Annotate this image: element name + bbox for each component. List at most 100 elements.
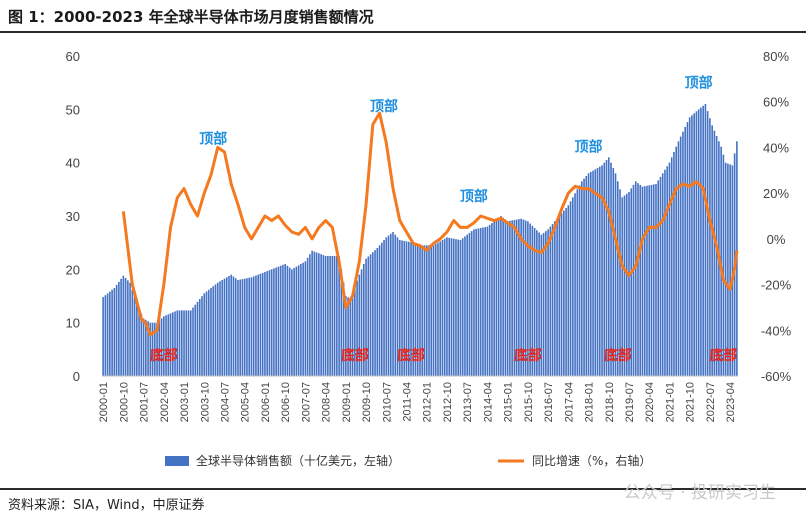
bar bbox=[336, 256, 338, 376]
bar bbox=[448, 237, 451, 376]
annotation-top: 顶部 bbox=[460, 188, 488, 205]
bar bbox=[623, 195, 626, 376]
bar bbox=[686, 122, 689, 376]
bar bbox=[120, 278, 122, 376]
bar bbox=[545, 231, 547, 376]
bar bbox=[616, 181, 619, 376]
bar bbox=[585, 176, 588, 376]
x-tick-label: 2000-01 bbox=[98, 382, 110, 422]
bar bbox=[156, 322, 158, 376]
bar bbox=[695, 111, 698, 376]
bar bbox=[230, 274, 233, 376]
bar bbox=[513, 220, 516, 376]
bar bbox=[661, 173, 664, 376]
bar bbox=[122, 275, 125, 376]
bar bbox=[398, 240, 401, 376]
bar bbox=[363, 264, 365, 376]
bar bbox=[587, 173, 590, 376]
bar bbox=[704, 104, 707, 376]
bar bbox=[715, 136, 718, 376]
y-right-tick-label: -60% bbox=[761, 369, 792, 384]
bar bbox=[446, 237, 448, 376]
bar bbox=[515, 219, 518, 376]
annotation-bottom: 底部 bbox=[604, 347, 632, 364]
bar bbox=[423, 245, 426, 376]
bar bbox=[178, 310, 181, 376]
x-tick-label: 2008-04 bbox=[321, 382, 333, 422]
y-right-tick-label: -40% bbox=[761, 323, 792, 338]
bar bbox=[380, 242, 383, 376]
bar bbox=[506, 221, 509, 376]
bar bbox=[295, 266, 298, 376]
bar bbox=[569, 201, 572, 376]
bar bbox=[421, 245, 424, 376]
bar bbox=[563, 210, 565, 376]
bar bbox=[414, 243, 417, 376]
bar bbox=[439, 241, 442, 376]
bar bbox=[291, 269, 293, 376]
bar bbox=[345, 296, 347, 376]
bar bbox=[605, 160, 608, 376]
bar bbox=[349, 298, 352, 376]
bar bbox=[147, 321, 149, 376]
bar bbox=[536, 230, 538, 376]
bar bbox=[727, 163, 729, 376]
bar bbox=[387, 235, 390, 376]
bar bbox=[268, 270, 271, 376]
y-left-tick-label: 50 bbox=[66, 102, 80, 117]
plot-area: 0 10 20 30 40 50 60 -60% -40% -20% 0% 20% 40% 60% 80% 2… bbox=[66, 49, 792, 422]
annotation-top: 顶部 bbox=[370, 98, 398, 115]
bar bbox=[266, 271, 268, 376]
bar bbox=[522, 219, 525, 376]
bar bbox=[275, 267, 277, 376]
bar bbox=[376, 248, 379, 376]
bar bbox=[731, 165, 734, 376]
bar bbox=[632, 184, 635, 376]
bar bbox=[488, 224, 491, 376]
bar bbox=[315, 252, 318, 376]
bar bbox=[425, 245, 428, 376]
bar bbox=[547, 229, 549, 376]
bar bbox=[214, 284, 217, 376]
bar bbox=[596, 168, 599, 376]
bar bbox=[551, 224, 554, 376]
bar bbox=[729, 164, 731, 376]
bar bbox=[657, 180, 660, 376]
bar bbox=[538, 232, 540, 376]
bar bbox=[607, 157, 610, 376]
bar bbox=[475, 228, 477, 376]
y-left-tick-label: 30 bbox=[66, 209, 80, 224]
bar bbox=[160, 318, 163, 376]
bar bbox=[412, 242, 415, 376]
bar bbox=[162, 316, 165, 376]
bar bbox=[189, 310, 192, 376]
bar bbox=[171, 312, 174, 376]
bar-series bbox=[102, 104, 738, 377]
bar bbox=[257, 274, 259, 376]
x-tick-label: 2006-01 bbox=[260, 382, 272, 422]
bar bbox=[322, 255, 325, 376]
bar bbox=[282, 264, 284, 376]
bar bbox=[338, 256, 340, 376]
bar bbox=[473, 229, 475, 376]
annotation-bottom: 底部 bbox=[514, 347, 542, 364]
bar bbox=[511, 220, 513, 376]
bar bbox=[693, 113, 695, 376]
x-tick-label: 2005-04 bbox=[240, 382, 252, 422]
bar bbox=[154, 322, 156, 376]
bar bbox=[248, 277, 251, 376]
bar bbox=[416, 244, 419, 376]
x-tick-label: 2000-10 bbox=[118, 382, 130, 422]
bar bbox=[167, 314, 170, 376]
bar bbox=[612, 168, 615, 376]
x-tick-label: 2006-10 bbox=[280, 382, 292, 422]
bar bbox=[293, 268, 295, 376]
bar bbox=[389, 233, 392, 376]
bar bbox=[403, 240, 406, 376]
bar bbox=[670, 157, 673, 376]
bar bbox=[542, 232, 545, 376]
bar bbox=[533, 228, 536, 376]
bar bbox=[133, 296, 136, 376]
bar bbox=[592, 170, 594, 376]
bar bbox=[340, 269, 343, 376]
